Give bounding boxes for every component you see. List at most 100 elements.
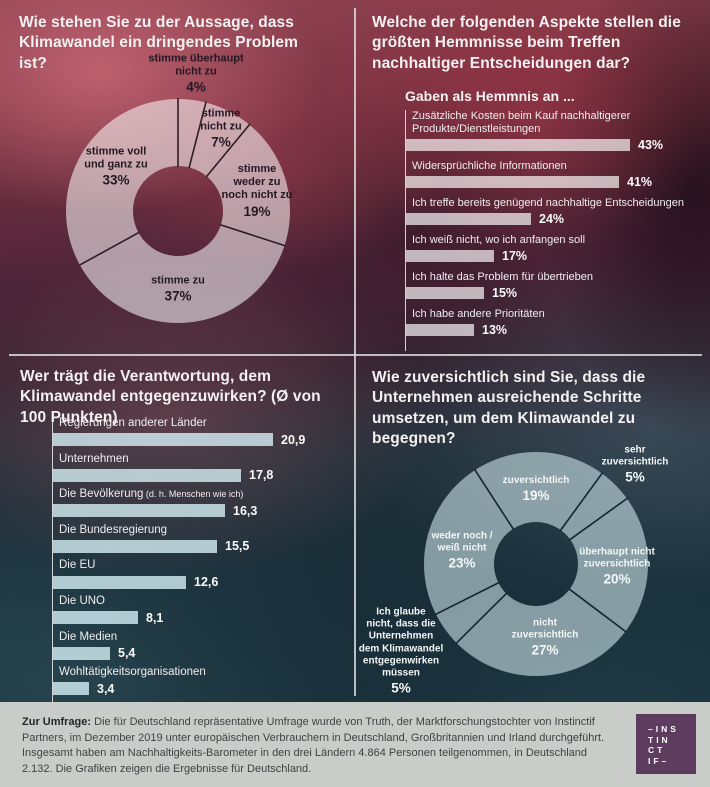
bar bbox=[53, 539, 217, 553]
bar-value: 5,4 bbox=[118, 646, 136, 661]
bar-value: 17,8 bbox=[249, 468, 274, 483]
survey-note: Zur Umfrage: Die für Deutschland repräse… bbox=[0, 702, 710, 777]
bar-label: Ich halte das Problem für übertrieben bbox=[412, 270, 593, 283]
bar-label: Wohltätigkeitsorganisationen bbox=[59, 666, 206, 679]
bar-value: 15,5 bbox=[225, 539, 250, 554]
bar-value: 12,6 bbox=[194, 575, 219, 590]
donut-label-line: zuversichtlich bbox=[502, 474, 570, 486]
bar-line: 8,1 bbox=[53, 611, 353, 625]
bar-row: Die Bevölkerung (d. h. Menschen wie ich)… bbox=[53, 488, 353, 518]
donut-segment-divider bbox=[568, 497, 629, 541]
donut-segment-label: überhaupt nicht zuversichtlich 20% bbox=[579, 547, 655, 590]
donut-segment-divider bbox=[473, 468, 515, 531]
bar-row: Die Bundesregierung 15,5 bbox=[53, 523, 353, 554]
quadrant-responsibility-bars: Wer trägt die Verantwortung, dem Klimawa… bbox=[0, 356, 355, 708]
bar-label: Die Bundesregierung bbox=[59, 523, 168, 536]
bar-row: Regierungen anderer Länder 20,9 bbox=[53, 417, 353, 447]
bar-row: Die UNO 8,1 bbox=[53, 595, 353, 625]
donut-segment-divider bbox=[568, 588, 627, 633]
bar bbox=[53, 433, 273, 447]
chart-title-agreement: Wie stehen Sie zu der Aussage, dass Klim… bbox=[19, 14, 299, 72]
donut-label-line: zuversichtlich bbox=[601, 456, 669, 468]
bar bbox=[406, 286, 484, 299]
donut-label-value: 5% bbox=[625, 470, 645, 486]
donut-label-line: nicht zu bbox=[175, 65, 217, 78]
bar-value: 17% bbox=[502, 248, 528, 263]
bar-label: Ich weiß nicht, wo ich anfangen soll bbox=[412, 233, 586, 246]
donut-segment-divider bbox=[78, 231, 140, 267]
bar-value: 3,4 bbox=[97, 681, 115, 696]
donut-label-value: 23% bbox=[448, 556, 476, 572]
logo-line: –INS bbox=[648, 724, 679, 734]
donut-segment-divider bbox=[559, 472, 604, 532]
bar-value: 20,9 bbox=[281, 432, 306, 447]
bar bbox=[53, 504, 225, 518]
quadrant-confidence-donut: Wie zuversichtlich sind Sie, dass die Un… bbox=[355, 356, 710, 702]
donut-segment-label: stimme voll und ganz zu 33% bbox=[84, 146, 148, 191]
bar-row: Wohltätigkeitsorganisationen 3,4 bbox=[53, 666, 353, 696]
donut-label-value: 20% bbox=[603, 572, 631, 588]
bar-row: Ich halte das Problem für übertrieben 15% bbox=[406, 271, 706, 300]
donut-label-line: überhaupt nicht bbox=[579, 546, 655, 558]
horizontal-divider-line bbox=[9, 354, 702, 356]
chart-title-confidence: Wie zuversichtlich sind Sie, dass die Un… bbox=[372, 369, 646, 448]
donut-label-line: und ganz zu bbox=[84, 158, 148, 171]
bar-row: Die EU 12,6 bbox=[53, 559, 353, 589]
bar bbox=[53, 682, 89, 696]
donut-label-line: Unternehmen bbox=[368, 630, 434, 642]
bar-label: Zusätzliche Kosten beim Kauf nachhaltige… bbox=[412, 110, 631, 135]
bar-line: 5,4 bbox=[53, 646, 353, 660]
bar-label: Regierungen anderer Länder bbox=[59, 417, 207, 429]
vertical-divider-line bbox=[354, 8, 356, 696]
logo-line: CT bbox=[648, 745, 666, 755]
donut-label-line: weiß nicht bbox=[437, 542, 487, 554]
donut-label-line: stimme bbox=[237, 163, 277, 176]
donut-segment-label: stimme nicht zu 7% bbox=[200, 108, 242, 153]
bar-value: 15% bbox=[492, 285, 518, 300]
donut-label-value: 27% bbox=[531, 643, 559, 659]
barriers-bar-chart: Zusätzliche Kosten beim Kauf nachhaltige… bbox=[405, 110, 706, 351]
bar-value: 41% bbox=[627, 174, 653, 189]
bar-line: 13% bbox=[406, 323, 706, 337]
bar-label: Die Medien bbox=[59, 630, 118, 643]
bar bbox=[53, 468, 241, 482]
bar-label: Widersprüchliche Informationen bbox=[412, 159, 567, 172]
bar-line: 12,6 bbox=[53, 575, 353, 589]
donut-label-line: dem Klimawandel bbox=[358, 642, 444, 654]
bar-label: Ich habe andere Prioritäten bbox=[412, 307, 545, 320]
bar-label: Die EU bbox=[59, 559, 96, 572]
donut-segment-divider bbox=[455, 592, 508, 645]
bar-value: 24% bbox=[539, 211, 565, 226]
bar-line: 20,9 bbox=[53, 433, 353, 447]
instinctif-logo: –INS TIN CT IF– bbox=[636, 714, 696, 774]
bar-line: 3,4 bbox=[53, 682, 353, 696]
donut-label-line: stimme zu bbox=[151, 274, 205, 287]
donut-segment-label: Ich glaube nicht, dass die Unternehmen dem … bbox=[359, 606, 443, 697]
donut-label-line: Ich glaube bbox=[376, 606, 426, 618]
responsibility-bar-chart: Regierungen anderer Länder 20,9 Unternehme… bbox=[52, 417, 353, 708]
bar bbox=[53, 646, 110, 660]
donut-segment-label: stimme zu 37% bbox=[151, 274, 205, 305]
bar-line: 17,8 bbox=[53, 468, 353, 482]
donut-label-value: 7% bbox=[211, 135, 231, 151]
donut-label-line: zuversichtlich bbox=[583, 558, 651, 570]
bar bbox=[406, 249, 494, 262]
quadrant-agreement-donut: Wie stehen Sie zu der Aussage, dass Klim… bbox=[0, 0, 355, 356]
bar bbox=[406, 323, 474, 336]
donut-label-line: stimme überhaupt bbox=[148, 52, 244, 65]
donut-label-line: entgegenwirken bbox=[362, 655, 440, 667]
logo-line: TIN bbox=[648, 734, 671, 745]
donut-label-line: müssen bbox=[382, 667, 420, 679]
donut-label-line: stimme bbox=[201, 107, 241, 120]
bar-label-suffix: (d. h. Menschen wie ich) bbox=[143, 489, 244, 500]
chart-title-responsibility: Wer trägt die Verantwortung, dem Klimawa… bbox=[20, 368, 321, 426]
bar bbox=[406, 138, 630, 151]
donut-label-value: 19% bbox=[243, 203, 271, 219]
donut-ring bbox=[424, 452, 648, 676]
bar-row: Unternehmen 17,8 bbox=[53, 453, 353, 482]
donut-label-value: 5% bbox=[391, 680, 411, 696]
bar-label: Ich treffe bereits genügend nachhaltige … bbox=[412, 196, 684, 209]
bar-value: 43% bbox=[638, 137, 664, 152]
bar-label: Die Bevölkerung (d. h. Menschen wie ich) bbox=[59, 488, 244, 501]
